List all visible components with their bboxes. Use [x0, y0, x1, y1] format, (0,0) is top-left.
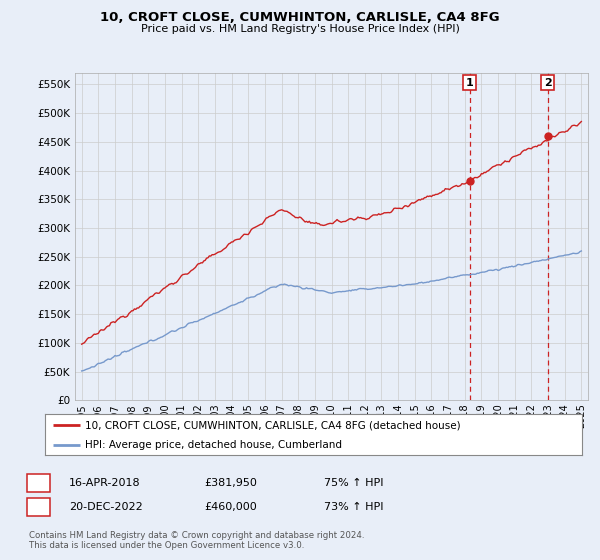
- Text: 2: 2: [35, 502, 42, 512]
- Text: 2: 2: [544, 78, 551, 87]
- Text: 73% ↑ HPI: 73% ↑ HPI: [324, 502, 383, 512]
- Text: 10, CROFT CLOSE, CUMWHINTON, CARLISLE, CA4 8FG (detached house): 10, CROFT CLOSE, CUMWHINTON, CARLISLE, C…: [85, 421, 461, 430]
- Text: 1: 1: [466, 78, 473, 87]
- Text: Price paid vs. HM Land Registry's House Price Index (HPI): Price paid vs. HM Land Registry's House …: [140, 24, 460, 34]
- Text: 16-APR-2018: 16-APR-2018: [69, 478, 140, 488]
- Text: 20-DEC-2022: 20-DEC-2022: [69, 502, 143, 512]
- Text: £381,950: £381,950: [204, 478, 257, 488]
- Text: 10, CROFT CLOSE, CUMWHINTON, CARLISLE, CA4 8FG: 10, CROFT CLOSE, CUMWHINTON, CARLISLE, C…: [100, 11, 500, 24]
- Text: £460,000: £460,000: [204, 502, 257, 512]
- Text: Contains HM Land Registry data © Crown copyright and database right 2024.
This d: Contains HM Land Registry data © Crown c…: [29, 530, 364, 550]
- Text: 75% ↑ HPI: 75% ↑ HPI: [324, 478, 383, 488]
- Text: HPI: Average price, detached house, Cumberland: HPI: Average price, detached house, Cumb…: [85, 440, 342, 450]
- Text: 1: 1: [35, 478, 42, 488]
